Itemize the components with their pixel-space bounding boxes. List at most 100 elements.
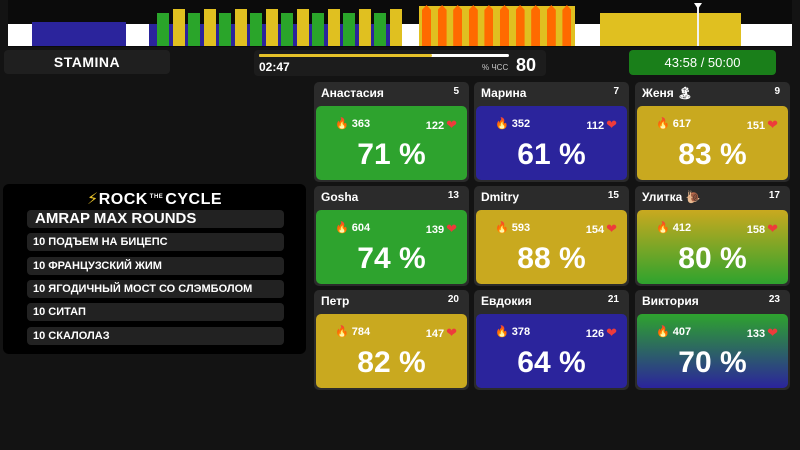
bike-number: 9 [774,86,780,97]
bike-number: 21 [607,294,619,305]
calories-value: 363 [351,118,371,130]
calories-value: 784 [351,326,371,338]
profile-interval-bar [265,9,278,46]
heart-rate: 133 ❤ [747,325,778,341]
heart-icon: ❤ [606,325,617,340]
heart-rate-panel: 02:47 % ЧСС 80 [254,50,546,76]
exercise-item: 10 СКАЛОЛАЗ [27,327,284,345]
flame-icon: 🔥 [656,326,670,338]
interval-progress-fill [259,54,432,57]
bolt-icon: ⚡ [86,191,99,208]
participant-card: Петр 20 🔥 784 147 ❤ 82 % [314,290,469,390]
heart-rate: 147 ❤ [426,325,457,341]
flame-icon: 🔥 [495,326,509,338]
profile-interval-bar [343,13,355,46]
heart-rate-value: 112 [586,120,605,132]
heart-rate-value: 133 [746,328,766,340]
zone-panel: 🔥 412 158 ❤ 80 % [637,210,788,284]
hr-percent: 70 % [678,346,747,379]
profile-interval-bar [389,9,402,46]
logo-text-the: THE [149,193,164,200]
calories-value: 617 [672,118,692,130]
flame-icon: 🔥 [495,118,509,130]
heart-rate: 154 ❤ [586,221,617,237]
heart-rate-value: 147 [425,328,445,340]
hr-percent: 83 % [678,138,747,171]
participant-card: Евдокия 21 🔥 378 126 ❤ 64 % [474,290,629,390]
elapsed-time: 02:47 [259,60,290,74]
exercise-item: 10 ПОДЪЕМ НА БИЦЕПС [27,233,284,251]
heart-rate: 112 ❤ [586,117,617,133]
flame-icon: 🔥 [495,222,509,234]
profile-interval-bar [234,9,247,46]
bike-number: 7 [613,86,619,97]
participant-card: Gosha 13 🔥 604 139 ❤ 74 % [314,186,469,286]
zone-panel: 🔥 352 112 ❤ 61 % [476,106,627,180]
hr-percent: 61 % [517,138,586,171]
workout-panel: ⚡ROCK THE CYCLE AMRAP MAX ROUNDS 10 ПОДЪЕМ… [3,184,306,354]
heart-rate-value: 126 [585,328,605,340]
heart-icon: ❤ [446,325,457,340]
heart-rate-value: 139 [425,224,445,236]
hr-percent: 74 % [357,242,426,275]
participant-card: Dmitry 15 🔥 593 154 ❤ 88 % [474,186,629,286]
flame-icon: 🔥 [335,326,349,338]
heart-icon: ❤ [767,117,778,132]
participant-name: Женя 🏝 [642,86,693,100]
hr-percent: 64 % [517,346,586,379]
participant-name: Улитка 🐌 [642,190,701,204]
profile-peak-bar [562,5,572,46]
workout-title: AMRAP MAX ROUNDS [27,210,284,228]
participant-name: Виктория [642,294,699,308]
participant-name: Петр [321,294,350,308]
heart-icon: ❤ [446,221,457,236]
flame-icon: 🔥 [656,118,670,130]
hr-percent: 88 % [517,242,586,275]
profile-peak-bar [531,5,541,46]
heart-rate: 158 ❤ [747,221,778,237]
profile-interval-bar [172,9,185,46]
brand-logo: ⚡ROCK THE CYCLE [3,189,306,209]
profile-interval-bar [296,9,309,46]
zone-panel: 🔥 617 151 ❤ 83 % [637,106,788,180]
profile-peak-bar [500,5,509,46]
calories-value: 593 [511,222,531,234]
profile-interval-bar [250,13,262,46]
heart-icon: ❤ [767,325,778,340]
logo-text-right: CYCLE [165,191,223,208]
calories: 🔥 617 [656,117,691,130]
calories-value: 604 [351,222,371,234]
participant-name: Анастасия [321,86,384,100]
target-hr-label: % ЧСС [482,63,509,72]
participant-name: Евдокия [481,294,532,308]
workout-profile-chart [8,0,792,47]
zone-panel: 🔥 784 147 ❤ 82 % [316,314,467,388]
flame-icon: 🔥 [656,222,670,234]
exercise-item: 10 ЯГОДИЧНЫЙ МОСТ СО СЛЭМБОЛОМ [27,280,284,298]
bike-number: 13 [447,190,459,201]
profile-interval-bar [157,13,169,46]
profile-interval-bar [312,13,324,46]
exercise-item: 10 ФРАНЦУЗСКИЙ ЖИМ [27,257,284,275]
participant-name: Марина [481,86,527,100]
bike-number: 23 [768,294,780,305]
heart-icon: ❤ [606,221,617,236]
flame-icon: 🔥 [335,222,349,234]
bike-number: 17 [768,190,780,201]
flame-icon: 🔥 [335,118,349,130]
zone-panel: 🔥 604 139 ❤ 74 % [316,210,467,284]
heart-rate-value: 122 [425,120,445,132]
calories-value: 378 [511,326,531,338]
profile-interval-bar [281,13,293,46]
participant-card: Женя 🏝 9 🔥 617 151 ❤ 83 % [635,82,790,182]
hr-percent: 82 % [357,346,426,379]
calories: 🔥 604 [335,221,370,234]
profile-interval-bar [358,9,371,46]
participant-card: Виктория 23 🔥 407 133 ❤ 70 % [635,290,790,390]
interval-progress-bar [259,54,509,57]
profile-interval-bar [374,13,386,46]
hr-percent: 71 % [357,138,426,171]
zone-panel: 🔥 363 122 ❤ 71 % [316,106,467,180]
calories: 🔥 593 [495,221,530,234]
